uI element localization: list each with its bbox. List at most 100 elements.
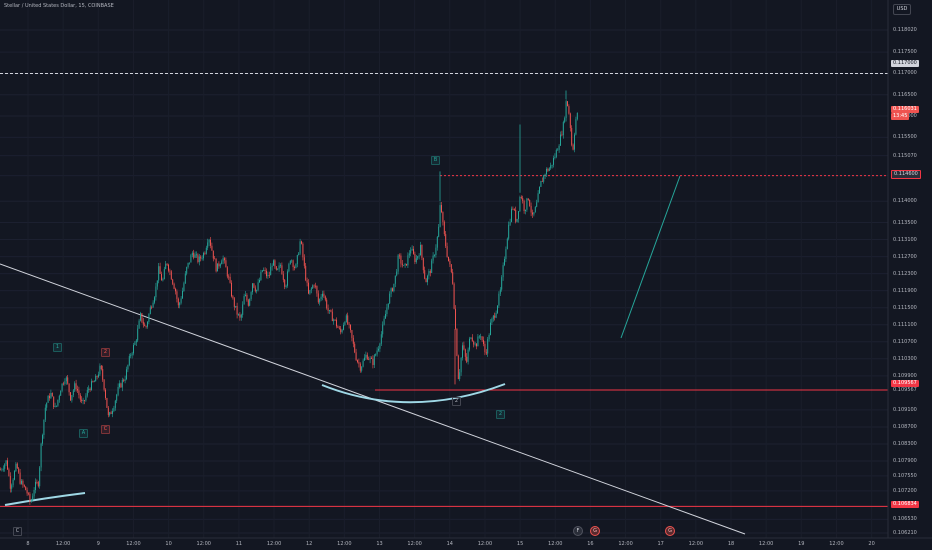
- candle-body: [541, 181, 543, 182]
- resistance-price-label: 0.114600: [891, 170, 921, 179]
- price-tick-label: 0.107900: [893, 458, 917, 465]
- candle-body: [352, 337, 354, 344]
- candle-body: [57, 399, 59, 406]
- candle-body: [133, 345, 134, 354]
- candle-body: [371, 357, 372, 359]
- candle-body: [0, 469, 1, 471]
- candle-body: [5, 460, 7, 465]
- event-marker-g1[interactable]: G: [590, 526, 600, 536]
- candle-body: [166, 263, 168, 265]
- candle-body: [484, 343, 486, 353]
- price-tick-label: 0.110700: [893, 338, 917, 345]
- candle-body: [65, 377, 67, 382]
- candle-body: [354, 343, 356, 353]
- candle-body: [306, 280, 308, 283]
- bottom-support-price-label: 0.106834: [891, 501, 919, 508]
- candle-body: [149, 307, 151, 314]
- wave-label-2-green[interactable]: 2: [496, 410, 505, 419]
- wave-label-b[interactable]: B: [431, 156, 440, 165]
- candle-body: [77, 389, 78, 391]
- countdown-label: 13:45: [891, 113, 910, 120]
- candle-body: [256, 289, 258, 292]
- symbol-title[interactable]: Stellar / United States Dollar, 15, COIN…: [4, 3, 114, 9]
- candle-body: [259, 279, 260, 283]
- event-marker-f[interactable]: F: [573, 526, 583, 536]
- candle-body: [98, 374, 99, 377]
- event-marker-g2[interactable]: G: [665, 526, 675, 536]
- candle-body: [217, 263, 218, 272]
- candle-body: [247, 300, 249, 306]
- price-tick-label: 0.114000: [893, 198, 917, 205]
- wave-label-c[interactable]: C: [101, 425, 110, 434]
- candle-body: [74, 383, 76, 391]
- price-tick-label: 0.112300: [893, 270, 917, 277]
- candle-body: [442, 212, 444, 222]
- candle-body: [79, 395, 81, 400]
- candle-body: [445, 234, 447, 247]
- candle-body: [284, 279, 286, 287]
- candle-body: [249, 299, 251, 306]
- price-tick-label: 0.115500: [893, 134, 917, 141]
- candle-body: [536, 202, 538, 207]
- candle-body: [520, 197, 522, 199]
- candle-body: [302, 243, 304, 258]
- candle-body: [296, 255, 298, 265]
- candle-body: [513, 209, 515, 210]
- candle-body: [443, 221, 445, 235]
- candle-body: [525, 209, 526, 212]
- currency-button[interactable]: USD: [893, 4, 911, 15]
- candle-body: [502, 265, 504, 278]
- candle-body: [194, 254, 196, 258]
- candle-body: [529, 200, 531, 207]
- candle-body: [156, 280, 158, 287]
- candle-body: [348, 323, 350, 325]
- candle-body: [385, 314, 386, 319]
- candle-body: [267, 275, 269, 277]
- candle-body: [236, 305, 238, 315]
- wave-label-2-gray[interactable]: 2: [452, 397, 461, 406]
- candle-body: [294, 267, 295, 268]
- candle-body: [483, 340, 484, 344]
- candle-body: [425, 278, 427, 283]
- candle-body: [148, 313, 150, 322]
- candle-body: [331, 311, 333, 322]
- candle-body: [197, 254, 199, 263]
- candle-body: [373, 355, 375, 365]
- candle-body: [275, 266, 277, 270]
- candle-body: [291, 260, 293, 262]
- candle-body: [88, 388, 90, 391]
- candle-body: [7, 460, 8, 470]
- candle-body: [145, 326, 147, 327]
- candle-body: [103, 379, 105, 390]
- candle-body: [89, 388, 91, 391]
- wave-label-c-bottom[interactable]: C: [13, 527, 22, 536]
- cup-arc-left: [4, 492, 86, 506]
- candle-body: [273, 260, 274, 266]
- candle-body: [162, 279, 164, 281]
- candle-body: [337, 326, 339, 328]
- candle-body: [182, 290, 183, 299]
- candle-body: [413, 248, 414, 254]
- candle-body: [205, 247, 207, 254]
- candle-body: [463, 345, 465, 350]
- wave-label-2[interactable]: 2: [101, 348, 110, 357]
- candle-body: [301, 241, 302, 244]
- candle-body: [92, 381, 94, 383]
- time-tick-label: 18: [727, 541, 735, 547]
- candle-body: [25, 486, 27, 491]
- candle-body: [82, 400, 84, 402]
- candle-body: [186, 267, 188, 274]
- candle-body: [173, 283, 175, 289]
- candle-body: [487, 339, 489, 354]
- candle-body: [551, 164, 553, 166]
- time-tick-label: 12:00: [55, 541, 71, 547]
- candle-body: [58, 395, 60, 400]
- candle-body: [474, 343, 476, 345]
- wave-label-a[interactable]: A: [79, 429, 88, 438]
- candle-body: [184, 273, 186, 284]
- candle-body: [106, 397, 108, 408]
- candle-body: [64, 381, 66, 384]
- candle-body: [254, 287, 256, 292]
- wave-label-1[interactable]: 1: [53, 343, 62, 352]
